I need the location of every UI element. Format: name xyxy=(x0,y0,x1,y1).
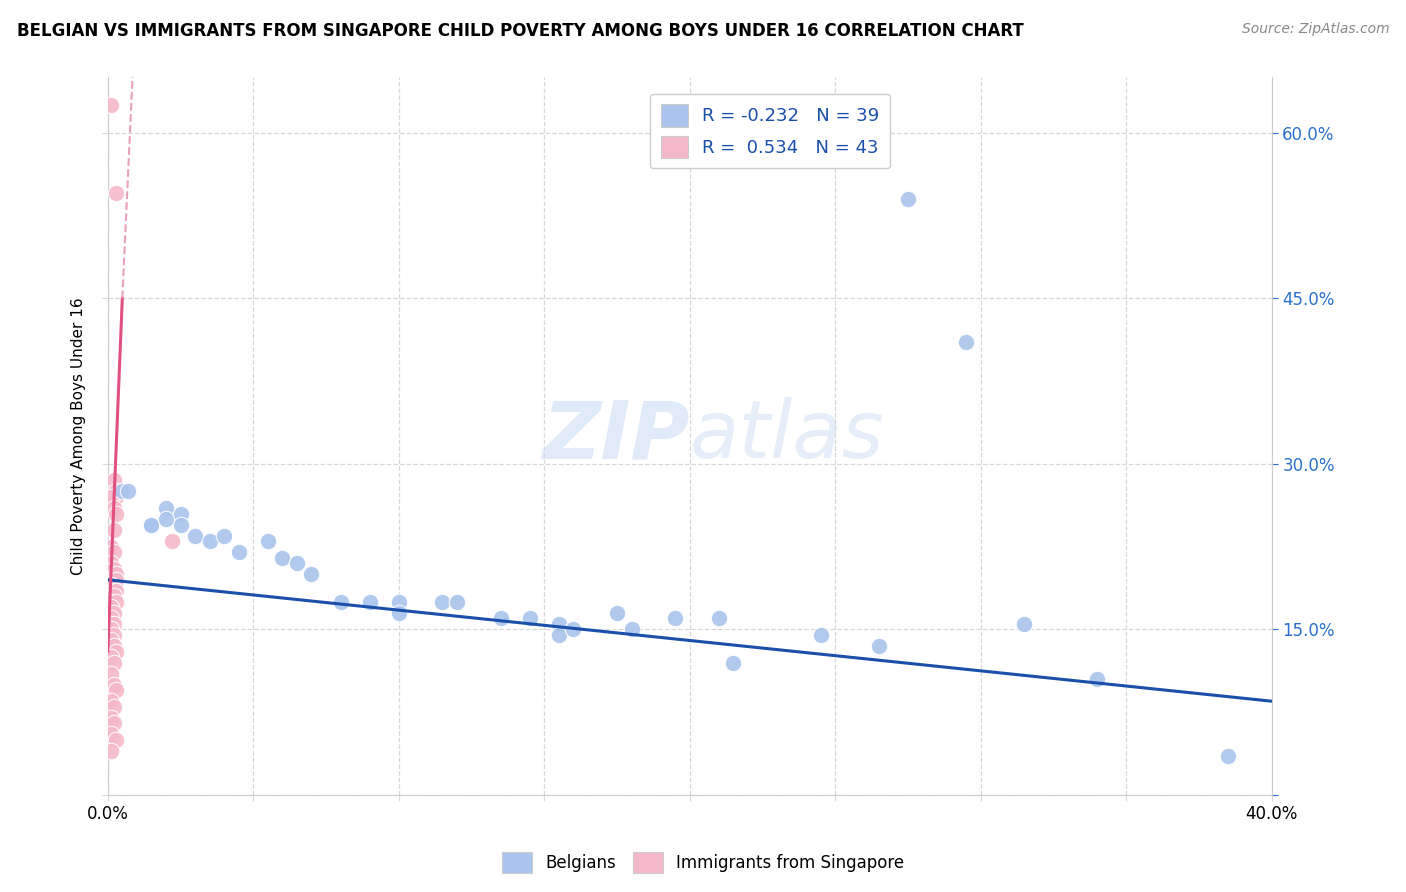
Point xyxy=(897,192,920,206)
Point xyxy=(100,600,122,615)
Text: BELGIAN VS IMMIGRANTS FROM SINGAPORE CHILD POVERTY AMONG BOYS UNDER 16 CORRELATI: BELGIAN VS IMMIGRANTS FROM SINGAPORE CHI… xyxy=(17,22,1024,40)
Point xyxy=(1014,616,1036,631)
Point xyxy=(100,650,122,665)
Point xyxy=(184,528,207,542)
Point xyxy=(212,528,235,542)
Point xyxy=(103,545,125,559)
Point xyxy=(285,556,308,570)
Point xyxy=(547,616,569,631)
Point xyxy=(198,534,221,549)
Legend: Belgians, Immigrants from Singapore: Belgians, Immigrants from Singapore xyxy=(495,846,911,880)
Point xyxy=(547,628,569,642)
Y-axis label: Child Poverty Among Boys Under 16: Child Poverty Among Boys Under 16 xyxy=(72,297,86,575)
Legend: R = -0.232   N = 39, R =  0.534   N = 43: R = -0.232 N = 39, R = 0.534 N = 43 xyxy=(650,94,890,169)
Point xyxy=(105,507,128,521)
Point xyxy=(100,595,122,609)
Point xyxy=(489,611,512,625)
Point xyxy=(446,595,468,609)
Point xyxy=(155,512,177,526)
Point xyxy=(103,628,125,642)
Point xyxy=(868,639,890,653)
Point xyxy=(810,628,832,642)
Point xyxy=(301,567,323,582)
Point xyxy=(519,611,541,625)
Point xyxy=(100,556,122,570)
Point xyxy=(271,550,294,565)
Point xyxy=(256,534,278,549)
Point xyxy=(359,595,381,609)
Point xyxy=(111,484,134,499)
Point xyxy=(103,699,125,714)
Point xyxy=(103,678,125,692)
Point xyxy=(388,595,411,609)
Point xyxy=(105,583,128,598)
Point xyxy=(105,490,128,504)
Point xyxy=(105,567,128,582)
Point xyxy=(103,716,125,731)
Point xyxy=(100,744,122,758)
Point xyxy=(103,523,125,537)
Point xyxy=(141,517,163,532)
Point xyxy=(103,616,125,631)
Point xyxy=(100,711,122,725)
Point xyxy=(105,573,128,587)
Point xyxy=(100,611,122,625)
Point xyxy=(100,727,122,741)
Point xyxy=(723,656,745,670)
Point xyxy=(100,666,122,681)
Point xyxy=(562,623,585,637)
Point xyxy=(169,507,191,521)
Point xyxy=(1218,749,1240,764)
Point xyxy=(160,534,183,549)
Point xyxy=(105,595,128,609)
Point xyxy=(105,484,128,499)
Point xyxy=(155,501,177,516)
Point xyxy=(105,732,128,747)
Point xyxy=(103,590,125,604)
Point xyxy=(103,583,125,598)
Point xyxy=(100,540,122,554)
Point xyxy=(100,633,122,648)
Point xyxy=(141,517,163,532)
Point xyxy=(103,501,125,516)
Point xyxy=(103,639,125,653)
Point xyxy=(1085,672,1108,686)
Point xyxy=(955,335,977,350)
Point xyxy=(388,606,411,620)
Text: ZIP: ZIP xyxy=(543,397,690,475)
Point xyxy=(100,490,122,504)
Point xyxy=(100,694,122,708)
Point xyxy=(105,644,128,658)
Point xyxy=(100,98,122,112)
Point xyxy=(103,474,125,488)
Point xyxy=(228,545,250,559)
Text: Source: ZipAtlas.com: Source: ZipAtlas.com xyxy=(1241,22,1389,37)
Point xyxy=(606,606,628,620)
Point xyxy=(169,517,191,532)
Point xyxy=(664,611,686,625)
Text: atlas: atlas xyxy=(690,397,884,475)
Point xyxy=(103,562,125,576)
Point xyxy=(100,623,122,637)
Point xyxy=(103,656,125,670)
Point xyxy=(329,595,352,609)
Point xyxy=(707,611,730,625)
Point xyxy=(105,186,128,201)
Point xyxy=(103,606,125,620)
Point xyxy=(620,623,643,637)
Point xyxy=(100,578,122,592)
Point xyxy=(432,595,454,609)
Point xyxy=(117,484,139,499)
Point xyxy=(105,683,128,698)
